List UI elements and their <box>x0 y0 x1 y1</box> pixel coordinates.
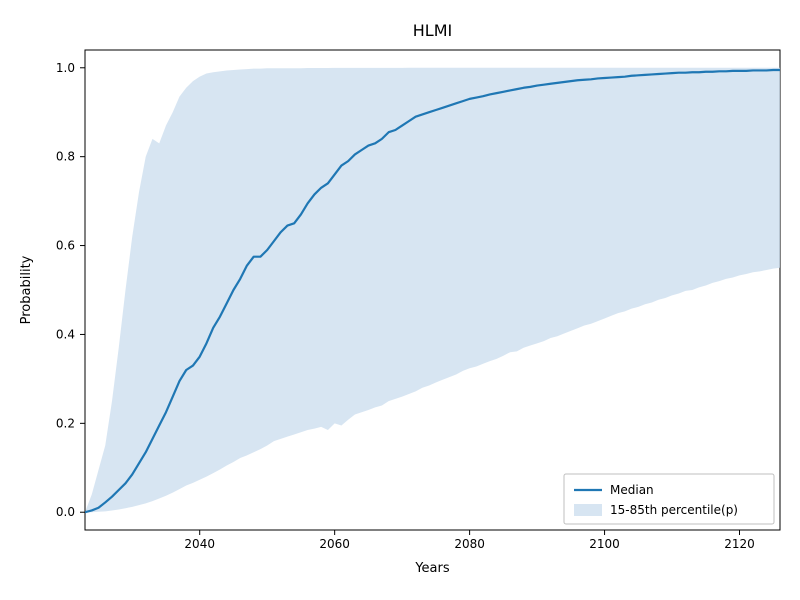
legend-label-band: 15-85th percentile(p) <box>610 503 738 517</box>
legend-label-median: Median <box>610 483 654 497</box>
y-axis-label: Probability <box>19 255 34 324</box>
y-tick-label: 0.0 <box>56 505 75 519</box>
y-tick-label: 0.6 <box>56 239 75 253</box>
x-tick-label: 2040 <box>184 537 215 551</box>
y-tick-label: 0.2 <box>56 416 75 430</box>
x-tick-label: 2080 <box>454 537 485 551</box>
chart-container: 2040 2060 2080 2100 2120 0.0 0.2 0.4 0.6 0.8 1.0 HL… <box>0 0 800 600</box>
y-tick-label: 1.0 <box>56 61 75 75</box>
chart-title: HLMI <box>413 21 452 40</box>
y-tick-label: 0.4 <box>56 327 75 341</box>
legend-band-swatch <box>574 504 602 516</box>
chart-svg: 2040 2060 2080 2100 2120 0.0 0.2 0.4 0.6 0.8 1.0 HL… <box>0 0 800 600</box>
x-axis-label: Years <box>414 561 450 576</box>
confidence-band <box>85 68 780 512</box>
x-tick-label: 2120 <box>724 537 755 551</box>
x-tick-label: 2060 <box>319 537 350 551</box>
y-tick-label: 0.8 <box>56 150 75 164</box>
x-tick-label: 2100 <box>589 537 620 551</box>
